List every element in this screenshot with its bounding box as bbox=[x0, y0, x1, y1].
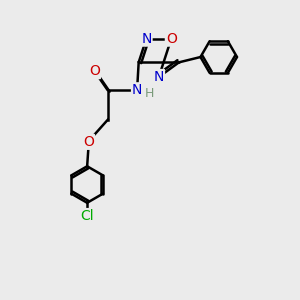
Text: O: O bbox=[166, 32, 177, 46]
Text: Cl: Cl bbox=[80, 209, 94, 223]
Text: O: O bbox=[83, 135, 94, 149]
Text: N: N bbox=[141, 32, 152, 46]
Text: N: N bbox=[132, 83, 142, 97]
Text: O: O bbox=[89, 64, 100, 78]
Text: N: N bbox=[154, 70, 164, 84]
Text: H: H bbox=[145, 87, 154, 100]
